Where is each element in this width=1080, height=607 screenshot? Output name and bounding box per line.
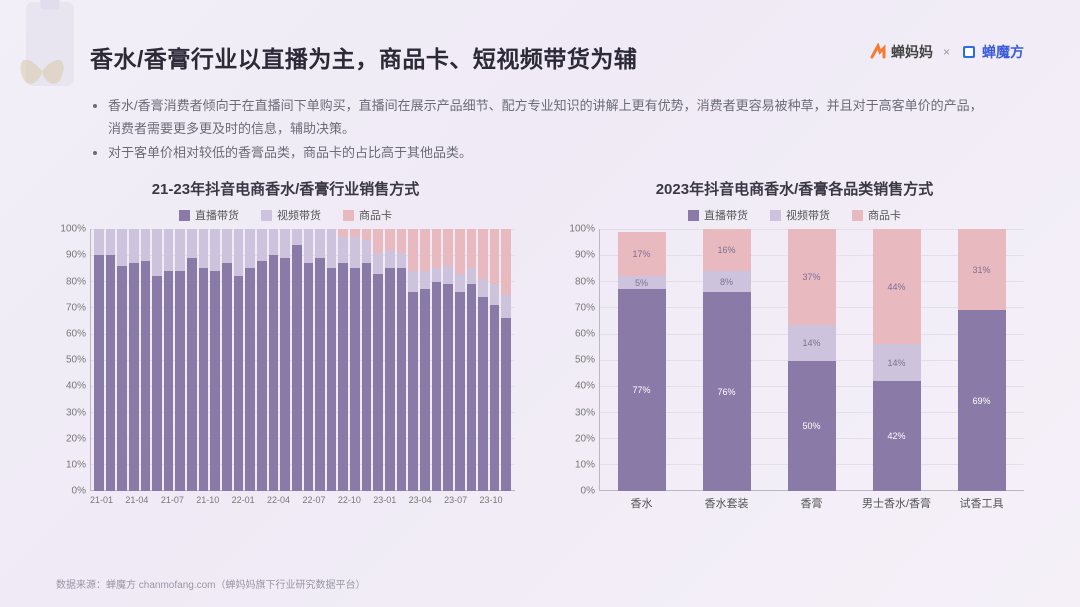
chart2-plot: 0%10%20%30%40%50%60%70%80%90%100% 77%5%1… bbox=[565, 229, 1024, 519]
bar: 77%5%17% bbox=[618, 229, 666, 491]
brand-chanmofang: 蝉魔方 bbox=[960, 42, 1024, 62]
bullet-list: 香水/香膏消费者倾向于在直播间下单购买，直播间在展示产品细节、配方专业知识的讲解… bbox=[0, 86, 1080, 168]
bar bbox=[408, 229, 418, 491]
page-title: 香水/香膏行业以直播为主，商品卡、短视频带货为辅 bbox=[90, 40, 637, 74]
brand-sep: × bbox=[943, 45, 950, 59]
swatch-live bbox=[179, 210, 190, 221]
swatch-card bbox=[852, 210, 863, 221]
swatch-video bbox=[770, 210, 781, 221]
bar bbox=[385, 229, 395, 491]
legend-video: 视频带货 bbox=[277, 207, 321, 223]
bar bbox=[152, 229, 162, 491]
chart2-legend: 直播带货 视频带货 商品卡 bbox=[565, 207, 1024, 223]
bar bbox=[350, 229, 360, 491]
legend-card: 商品卡 bbox=[359, 207, 392, 223]
bar: 76%8%16% bbox=[703, 229, 751, 491]
chart1-title: 21-23年抖音电商香水/香膏行业销售方式 bbox=[56, 178, 515, 199]
bar bbox=[420, 229, 430, 491]
legend-video: 视频带货 bbox=[786, 207, 830, 223]
bar bbox=[269, 229, 279, 491]
bar bbox=[210, 229, 220, 491]
bar: 50%14%37% bbox=[788, 229, 836, 491]
legend-live: 直播带货 bbox=[704, 207, 748, 223]
bar bbox=[141, 229, 151, 491]
brand-left-label: 蝉妈妈 bbox=[891, 42, 933, 62]
brand-right-label: 蝉魔方 bbox=[982, 42, 1024, 62]
bar bbox=[362, 229, 372, 491]
bar bbox=[338, 229, 348, 491]
bar bbox=[117, 229, 127, 491]
bar bbox=[455, 229, 465, 491]
swatch-live bbox=[688, 210, 699, 221]
bar bbox=[199, 229, 209, 491]
bar bbox=[432, 229, 442, 491]
swatch-video bbox=[261, 210, 272, 221]
bar bbox=[304, 229, 314, 491]
bar: 42%14%44% bbox=[873, 229, 921, 491]
bar bbox=[234, 229, 244, 491]
bullet-item: 对于客单价相对较低的香膏品类，商品卡的占比高于其他品类。 bbox=[108, 141, 990, 164]
bar bbox=[292, 229, 302, 491]
bar bbox=[175, 229, 185, 491]
chart-category: 2023年抖音电商香水/香膏各品类销售方式 直播带货 视频带货 商品卡 0%10… bbox=[565, 178, 1024, 519]
chart2-title: 2023年抖音电商香水/香膏各品类销售方式 bbox=[565, 178, 1024, 199]
bar bbox=[222, 229, 232, 491]
bar: 69%31% bbox=[958, 229, 1006, 491]
bar bbox=[187, 229, 197, 491]
chart1-plot: 0%10%20%30%40%50%60%70%80%90%100% 21-012… bbox=[56, 229, 515, 519]
bar bbox=[397, 229, 407, 491]
bar bbox=[501, 229, 511, 491]
bar bbox=[478, 229, 488, 491]
chanmofang-icon bbox=[960, 43, 978, 61]
bar bbox=[129, 229, 139, 491]
bar bbox=[245, 229, 255, 491]
brand-block: 蝉妈妈 × 蝉魔方 bbox=[869, 42, 1024, 62]
chart1-legend: 直播带货 视频带货 商品卡 bbox=[56, 207, 515, 223]
bullet-item: 香水/香膏消费者倾向于在直播间下单购买，直播间在展示产品细节、配方专业知识的讲解… bbox=[108, 94, 990, 141]
bar bbox=[94, 229, 104, 491]
bar bbox=[315, 229, 325, 491]
swatch-card bbox=[343, 210, 354, 221]
bar bbox=[443, 229, 453, 491]
bar bbox=[257, 229, 267, 491]
chart-trend: 21-23年抖音电商香水/香膏行业销售方式 直播带货 视频带货 商品卡 0%10… bbox=[56, 178, 515, 519]
bar bbox=[327, 229, 337, 491]
bar bbox=[280, 229, 290, 491]
bar bbox=[490, 229, 500, 491]
bar bbox=[467, 229, 477, 491]
bar bbox=[164, 229, 174, 491]
data-source: 数据来源：蝉魔方 chanmofang.com（蝉妈妈旗下行业研究数据平台） bbox=[56, 576, 366, 591]
chanmama-icon bbox=[869, 43, 887, 61]
decor-butterfly bbox=[12, 46, 72, 96]
bar bbox=[106, 229, 116, 491]
brand-chanmama: 蝉妈妈 bbox=[869, 42, 933, 62]
legend-card: 商品卡 bbox=[868, 207, 901, 223]
legend-live: 直播带货 bbox=[195, 207, 239, 223]
bar bbox=[373, 229, 383, 491]
